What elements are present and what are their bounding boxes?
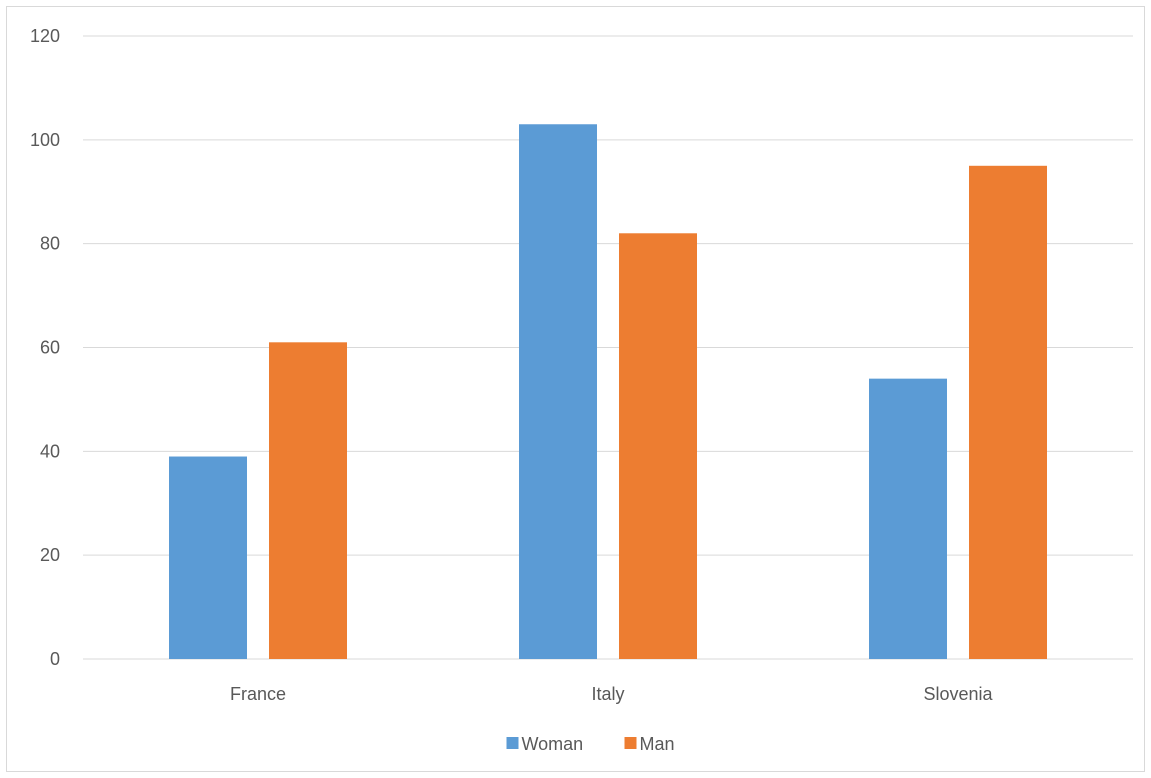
y-tick-label: 20 bbox=[40, 545, 60, 565]
x-axis: France Italy Slovenia bbox=[230, 684, 994, 704]
bars bbox=[169, 124, 1047, 660]
x-tick-label: France bbox=[230, 684, 286, 704]
legend-label-man: Man bbox=[640, 734, 675, 754]
bar-woman-slovenia bbox=[869, 378, 947, 659]
bar-woman-france bbox=[169, 456, 247, 659]
bar-woman-italy bbox=[519, 124, 597, 660]
y-tick-label: 100 bbox=[30, 130, 60, 150]
x-tick-label: Slovenia bbox=[923, 684, 993, 704]
y-tick-label: 60 bbox=[40, 338, 60, 358]
legend: Woman Man bbox=[506, 734, 675, 754]
bar-man-france bbox=[269, 342, 347, 659]
legend-swatch-man bbox=[624, 737, 637, 749]
bar-man-slovenia bbox=[969, 165, 1047, 659]
y-tick-label: 40 bbox=[40, 441, 60, 461]
y-tick-label: 120 bbox=[30, 26, 60, 46]
x-tick-label: Italy bbox=[591, 684, 624, 704]
gridlines bbox=[83, 35, 1133, 660]
legend-label-woman: Woman bbox=[522, 734, 584, 754]
legend-swatch-woman bbox=[506, 737, 519, 749]
y-axis: 0 20 40 60 80 100 120 bbox=[30, 26, 60, 669]
bar-man-italy bbox=[619, 233, 697, 660]
y-tick-label: 80 bbox=[40, 234, 60, 254]
y-tick-label: 0 bbox=[50, 649, 60, 669]
